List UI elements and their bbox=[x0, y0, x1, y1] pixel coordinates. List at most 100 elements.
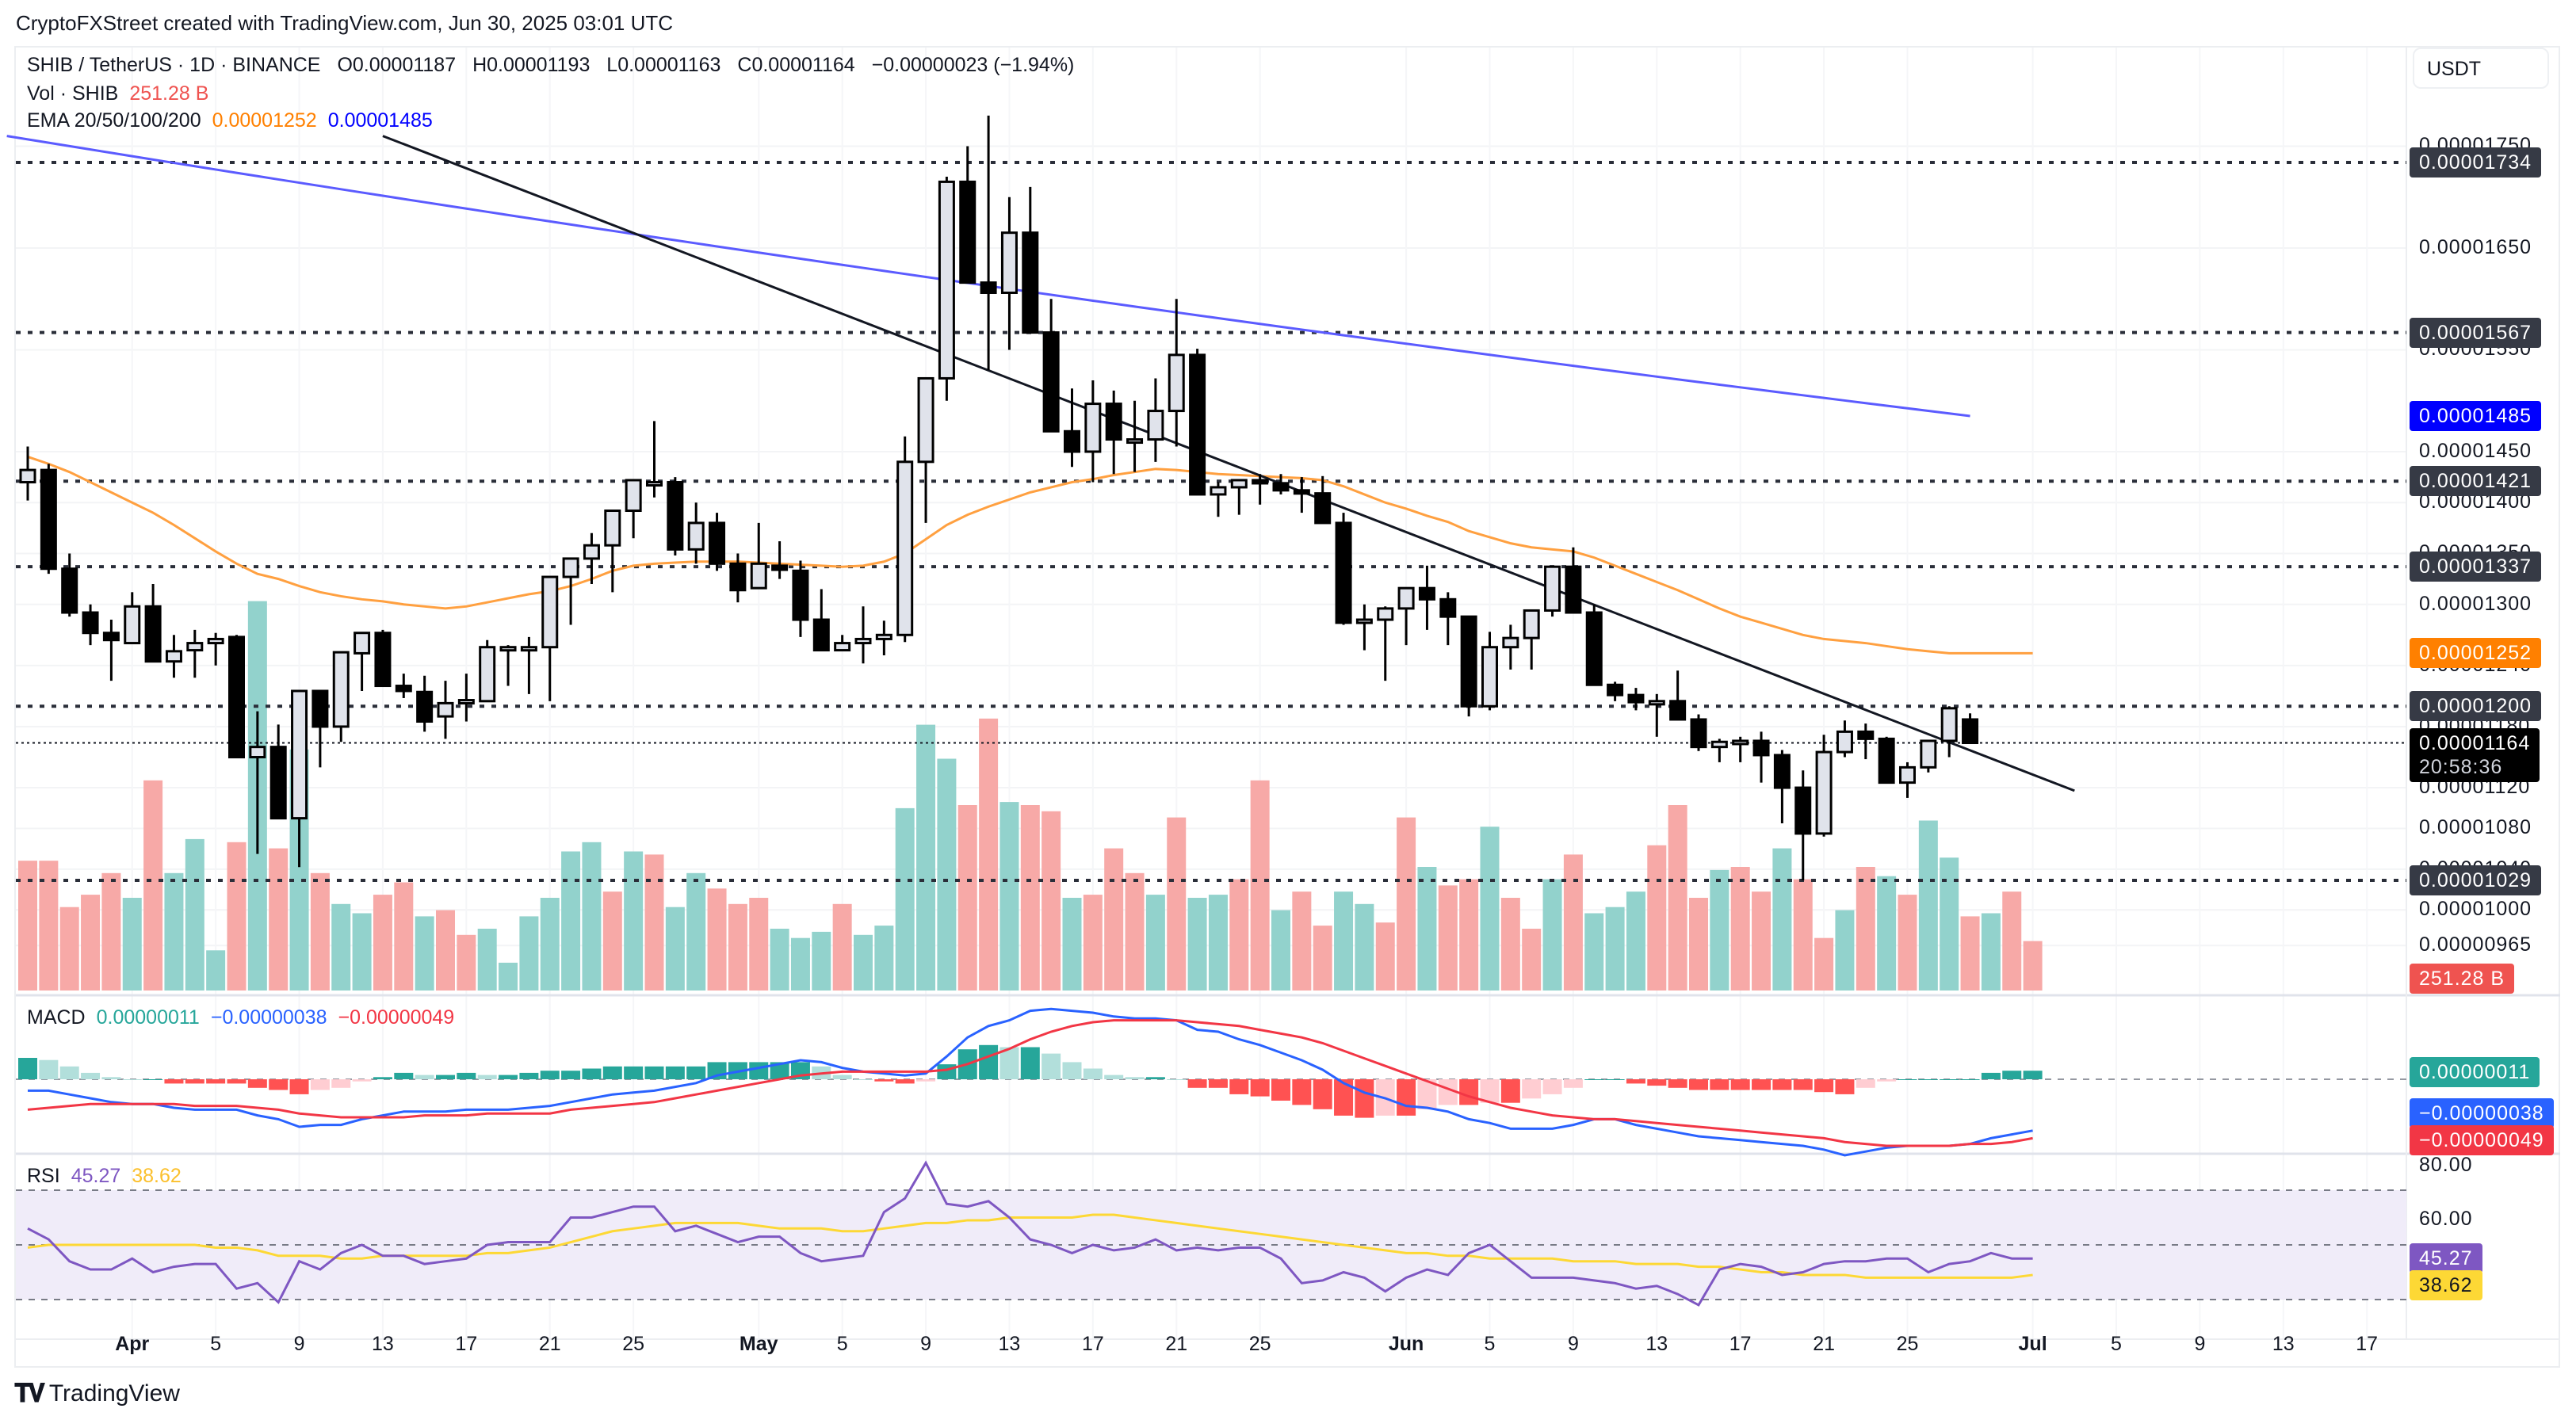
candle-body bbox=[1815, 750, 1833, 835]
currency-button[interactable]: USDT bbox=[2413, 48, 2549, 89]
macd-histogram-bar bbox=[1500, 1079, 1520, 1103]
macd-histogram-bar bbox=[436, 1075, 455, 1079]
volume-bar bbox=[18, 861, 37, 991]
macd-histogram-bar bbox=[832, 1075, 852, 1079]
volume-bar bbox=[394, 882, 414, 991]
candle-body bbox=[40, 468, 57, 571]
macd-histogram-bar bbox=[1835, 1079, 1855, 1094]
volume-bar bbox=[812, 931, 831, 991]
macd-line-tag: −0.00000038 bbox=[2410, 1098, 2554, 1128]
macd-histogram-bar bbox=[373, 1077, 392, 1079]
symbol-name[interactable]: SHIB / TetherUS · 1D · BINANCE bbox=[27, 54, 321, 76]
volume-bar bbox=[1563, 854, 1583, 991]
candle-body bbox=[228, 636, 245, 759]
volume-bar bbox=[1480, 826, 1500, 991]
candle-body bbox=[1126, 438, 1144, 445]
date-axis-label: 17 bbox=[1081, 1333, 1104, 1355]
volume-bar bbox=[415, 916, 434, 991]
volume-bar bbox=[1417, 867, 1437, 991]
volume-bar bbox=[1940, 857, 1959, 991]
volume-bar bbox=[1898, 895, 1917, 991]
macd-legend[interactable]: MACD 0.00000011 −0.00000038 −0.00000049 bbox=[27, 1006, 465, 1029]
candle-body bbox=[1210, 486, 1227, 496]
candle-body bbox=[646, 481, 663, 487]
macd-histogram-bar bbox=[101, 1077, 121, 1079]
volume-bar bbox=[1104, 848, 1124, 991]
macd-histogram-bar bbox=[854, 1079, 873, 1080]
macd-histogram-bar bbox=[164, 1079, 184, 1084]
candle-body bbox=[1000, 231, 1018, 294]
ema-legend[interactable]: EMA 20/50/100/200 0.00001252 0.00001485 bbox=[27, 109, 444, 132]
candle-body bbox=[1899, 765, 1916, 784]
footer-brand[interactable]: 𝐓𝐕 TradingView bbox=[14, 1379, 180, 1409]
candle-body bbox=[834, 642, 851, 652]
volume-bar bbox=[206, 950, 226, 991]
tradingview-logo-icon: 𝐓𝐕 bbox=[14, 1379, 45, 1407]
volume-bar bbox=[1981, 913, 2001, 991]
date-axis-label: 9 bbox=[920, 1333, 931, 1355]
candle-body bbox=[19, 468, 36, 484]
volume-bar bbox=[1793, 879, 1813, 991]
volume-bar bbox=[310, 872, 330, 991]
volume-bar bbox=[1542, 879, 1562, 991]
volume-legend[interactable]: Vol · SHIB 251.28 B bbox=[27, 82, 220, 105]
volume-bar bbox=[602, 891, 622, 991]
volume-bar bbox=[1689, 898, 1708, 991]
macd-histogram-bar bbox=[770, 1062, 789, 1079]
macd-histogram-bar bbox=[143, 1079, 163, 1080]
candle-body bbox=[124, 605, 141, 645]
macd-hist-tag: 0.00000011 bbox=[2410, 1057, 2540, 1087]
price-axis-label: 0.00001450 bbox=[2419, 439, 2532, 462]
rsi-label: RSI bbox=[27, 1165, 60, 1187]
candle-body bbox=[144, 605, 162, 663]
volume-bar bbox=[2023, 941, 2043, 991]
attribution-header: CryptoFXStreet created with TradingView.… bbox=[16, 11, 674, 35]
volume-bar bbox=[1522, 929, 1542, 991]
candle-body bbox=[1773, 754, 1791, 789]
candle-body bbox=[1669, 700, 1687, 721]
macd-histogram-bar bbox=[81, 1072, 101, 1079]
volume-bar bbox=[665, 907, 685, 991]
macd-histogram-bar bbox=[18, 1058, 37, 1079]
macd-histogram-bar bbox=[624, 1066, 644, 1079]
volume-bar bbox=[1187, 898, 1207, 991]
rsi-legend[interactable]: RSI 45.27 38.62 bbox=[27, 1165, 193, 1188]
macd-histogram-bar bbox=[457, 1072, 476, 1079]
candle-body bbox=[1189, 353, 1206, 496]
candle-body bbox=[1064, 429, 1080, 453]
candle-body bbox=[917, 376, 934, 464]
macd-hist-value: 0.00000011 bbox=[96, 1006, 200, 1029]
volume-bar bbox=[1125, 872, 1145, 991]
volume-bar bbox=[1145, 895, 1165, 991]
macd-signal-line bbox=[27, 1019, 2033, 1147]
volume-bar bbox=[1668, 805, 1687, 991]
candle-body bbox=[1335, 521, 1352, 624]
candle-body bbox=[1732, 739, 1749, 746]
date-axis-label: 9 bbox=[293, 1333, 305, 1355]
volume-bar bbox=[1313, 926, 1332, 991]
bar-countdown: 20:58:36 bbox=[2419, 755, 2503, 778]
date-axis-label: Jun bbox=[1388, 1333, 1424, 1355]
date-axis-label: Apr bbox=[115, 1333, 150, 1355]
volume-bar bbox=[1647, 845, 1667, 991]
macd-histogram-bar bbox=[665, 1066, 685, 1079]
volume-bar bbox=[164, 872, 184, 991]
macd-histogram-bar bbox=[247, 1079, 267, 1088]
volume-bar bbox=[790, 937, 810, 991]
candle-body bbox=[1168, 353, 1185, 413]
macd-histogram-bar bbox=[1208, 1079, 1228, 1088]
candle-body bbox=[1147, 410, 1164, 441]
candle-body bbox=[1355, 618, 1373, 624]
volume-bar bbox=[1229, 879, 1249, 991]
ema-label: EMA 20/50/100/200 bbox=[27, 109, 201, 132]
candle-body bbox=[207, 637, 224, 645]
candle-body bbox=[709, 521, 726, 565]
date-axis-label: 17 bbox=[1729, 1333, 1752, 1355]
candle-body bbox=[583, 544, 600, 560]
volume-bar bbox=[644, 854, 664, 991]
volume-bar bbox=[122, 898, 142, 991]
volume-bar bbox=[477, 929, 497, 991]
candle-body bbox=[896, 460, 914, 636]
macd-histogram-bar bbox=[1020, 1047, 1040, 1079]
